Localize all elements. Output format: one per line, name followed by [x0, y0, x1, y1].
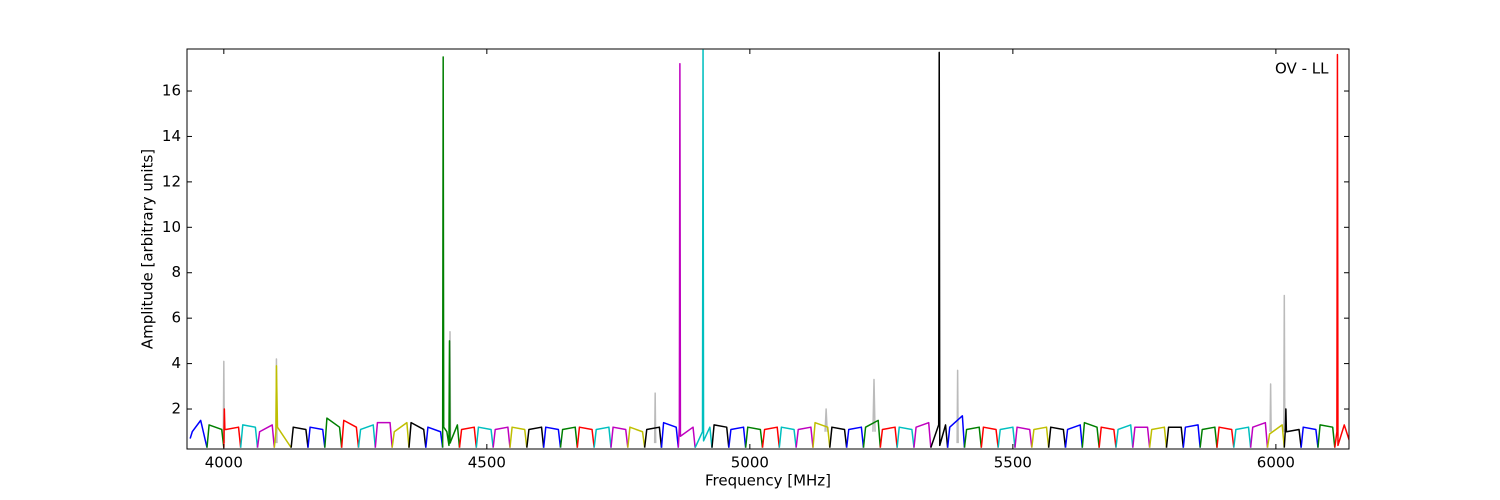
- spectrum-line: [290, 426, 309, 448]
- spectrum-line: [475, 426, 494, 448]
- spectrum-line: [812, 421, 831, 448]
- y-tick-label: 8: [171, 263, 181, 281]
- spectrum-line: [340, 419, 360, 448]
- spectrum-line: [509, 426, 528, 448]
- y-tick-label: 6: [171, 309, 181, 327]
- spectrum-line: [1132, 426, 1151, 448]
- spectrum-line: [997, 426, 1016, 448]
- spectrum-line: [956, 369, 959, 444]
- x-tick-label: 6000: [1257, 454, 1295, 472]
- spectrum-line: [1014, 426, 1033, 448]
- spectrum-line: [862, 419, 882, 448]
- spectrum-line: [559, 426, 579, 448]
- spectrum-line: [610, 426, 629, 448]
- spectrum-line: [660, 421, 680, 448]
- spectrum-line: [1031, 426, 1050, 448]
- spectrum-line: [1115, 424, 1134, 448]
- spectrum-line: [711, 424, 730, 448]
- spectrum-line: [1317, 424, 1336, 448]
- spectrum-line: [256, 424, 276, 448]
- x-tick-label: 4500: [468, 454, 506, 472]
- y-tick-label: 14: [162, 127, 181, 145]
- spectrum-line: [458, 426, 478, 448]
- spectrum-line: [425, 426, 444, 448]
- spectrum-line: [1269, 383, 1272, 432]
- spectrum-line: [593, 426, 612, 448]
- spectrum-line: [1283, 294, 1286, 432]
- y-axis-label: Amplitude [arbitrary units]: [139, 149, 157, 349]
- spectrum-line: [778, 426, 797, 448]
- spectrum-line: [761, 426, 781, 448]
- spectrum-line: [273, 365, 292, 449]
- spectrum-line: [1098, 426, 1117, 448]
- spectrum-line: [728, 426, 747, 448]
- x-tick-label: 5500: [994, 454, 1032, 472]
- spectrum-line: [744, 426, 764, 448]
- y-tick-label: 16: [162, 82, 181, 100]
- spectrum-line: [1064, 424, 1084, 448]
- y-tick-label: 12: [162, 172, 181, 190]
- spectrum-line: [1283, 408, 1302, 448]
- spectrum-line: [206, 424, 225, 448]
- plot-frame: [186, 48, 1350, 450]
- x-tick-label: 4000: [205, 454, 243, 472]
- spectrum-line: [324, 417, 343, 448]
- spectrum-line: [879, 426, 898, 448]
- y-tick-label: 4: [171, 354, 181, 372]
- spectrum-line: [1148, 426, 1168, 448]
- annotation: OV - LL: [1275, 60, 1329, 78]
- spectrum-line: [1266, 424, 1286, 448]
- spectrum-line: [946, 415, 966, 448]
- spectrum-line: [526, 426, 545, 448]
- spectrum-line: [872, 378, 876, 432]
- spectrum-line: [576, 426, 595, 448]
- spectrum-line: [189, 419, 208, 448]
- spectrum-line: [307, 426, 326, 448]
- spectrum-line: [694, 49, 713, 448]
- spectrum-line: [1249, 421, 1269, 448]
- spectrum-line: [795, 426, 814, 448]
- spectrum-line: [824, 408, 828, 432]
- spectrum-line: [357, 424, 377, 448]
- spectrum-line: [963, 426, 983, 448]
- spectrum-line: [643, 426, 663, 448]
- spectrum-line: [1047, 426, 1067, 448]
- spectrum-line: [374, 421, 393, 448]
- plot-lines: [189, 49, 1349, 449]
- spectrum-line: [1199, 426, 1218, 448]
- spectrum-line: [930, 51, 949, 448]
- spectrum-line: [1334, 53, 1349, 448]
- spectrum-line: [1300, 426, 1319, 448]
- spectrum-line: [845, 426, 865, 448]
- spectrum-line: [1182, 424, 1201, 448]
- y-tick-label: 10: [162, 218, 181, 236]
- spectrum-line: [542, 426, 562, 448]
- spectrum-line: [223, 408, 242, 448]
- spectrum-line: [829, 426, 848, 448]
- spectrum-line: [1165, 426, 1185, 448]
- y-tick-label: 2: [171, 400, 181, 418]
- spectrum-line: [980, 426, 999, 448]
- spectrum-line: [913, 421, 932, 448]
- spectrum-line: [627, 426, 646, 448]
- spectrum-line: [408, 421, 427, 448]
- spectrum-line: [239, 424, 259, 448]
- spectrum-line: [677, 63, 696, 448]
- spectrum-line: [896, 426, 915, 448]
- spectrum-line: [1216, 426, 1235, 448]
- spectrum-line: [1233, 426, 1252, 448]
- spectrum-line: [1081, 421, 1100, 448]
- x-tick-label: 5000: [731, 454, 769, 472]
- spectrum-line: [441, 56, 461, 448]
- spectrum-line: [391, 421, 410, 448]
- spectrum-line: [492, 426, 511, 448]
- spectrum-line: [653, 392, 657, 444]
- x-axis-label: Frequency [MHz]: [705, 472, 831, 490]
